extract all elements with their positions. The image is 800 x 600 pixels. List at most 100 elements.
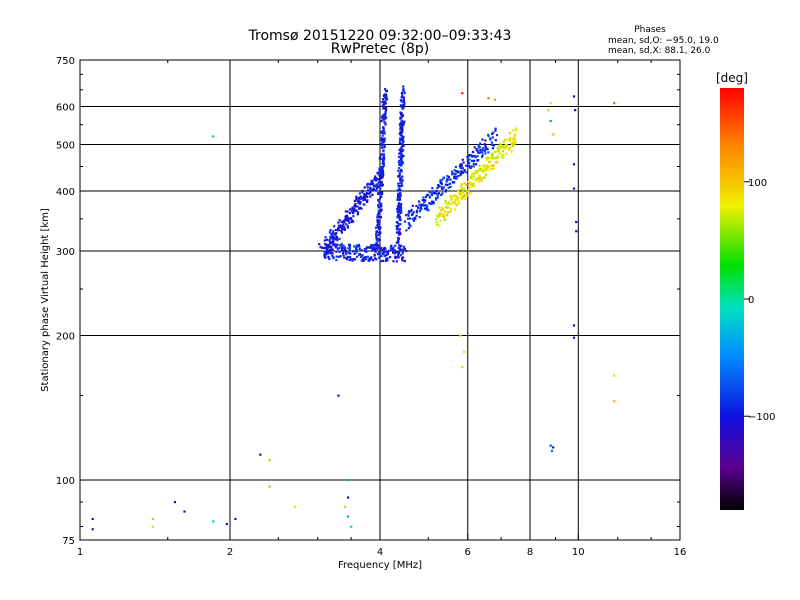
scatter-point <box>465 189 468 192</box>
scatter-point <box>333 225 336 228</box>
scatter-point <box>419 208 422 211</box>
scatter-point <box>512 143 515 146</box>
scatter-point <box>425 193 429 196</box>
scatter-point <box>400 164 403 167</box>
scatter-point <box>338 246 341 250</box>
scatter-point <box>486 166 489 169</box>
scatter-point <box>397 155 401 159</box>
scatter-point <box>379 142 383 146</box>
scatter-point <box>473 154 476 158</box>
scatter-point <box>334 233 337 236</box>
scatter-point <box>549 102 552 105</box>
scatter-point <box>459 173 463 176</box>
scatter-point <box>352 215 355 218</box>
scatter-point <box>472 165 475 168</box>
scatter-point <box>446 183 449 187</box>
scatter-point <box>449 178 452 181</box>
scatter-point <box>358 192 361 195</box>
scatter-point <box>385 89 389 92</box>
scatter-point <box>491 147 495 150</box>
scatter-point <box>396 208 399 211</box>
scatter-point <box>356 213 359 216</box>
scatter-point <box>361 189 364 193</box>
scatter-point <box>472 162 475 165</box>
scatter-point <box>358 253 362 256</box>
scatter-point <box>475 163 478 166</box>
scatter-point <box>384 250 388 254</box>
scatter-point <box>329 250 332 253</box>
scatter-point <box>373 257 377 260</box>
scatter-point <box>439 179 442 182</box>
scatter-point <box>323 246 326 249</box>
scatter-point <box>439 181 442 184</box>
scatter-point <box>471 150 475 154</box>
scatter-point <box>431 187 434 190</box>
scatter-point <box>407 214 410 217</box>
scatter-point <box>342 227 345 231</box>
scatter-point <box>430 192 433 195</box>
scatter-point <box>363 195 366 198</box>
scatter-point <box>476 170 480 173</box>
scatter-point <box>447 175 451 179</box>
scatter-point <box>377 173 380 176</box>
scatter-point <box>341 246 344 250</box>
scatter-point <box>397 160 400 164</box>
scatter-point <box>457 200 460 203</box>
scatter-point <box>378 232 381 235</box>
scatter-point <box>416 209 419 212</box>
scatter-point <box>346 255 349 259</box>
scatter-point <box>419 205 423 209</box>
scatter-point <box>344 248 347 251</box>
scatter-point <box>489 138 492 141</box>
scatter-point <box>466 155 469 159</box>
scatter-point <box>347 216 350 219</box>
scatter-point <box>399 182 402 185</box>
scatter-point <box>349 208 352 211</box>
scatter-point <box>398 197 401 200</box>
scatter-point <box>354 202 357 206</box>
scatter-point <box>401 142 404 145</box>
scatter-point <box>347 251 350 254</box>
scatter-point <box>396 228 399 231</box>
scatter-point <box>478 146 482 149</box>
scatter-point <box>459 184 463 188</box>
scatter-point <box>384 102 387 105</box>
scatter-point <box>432 192 436 195</box>
scatter-point <box>351 207 354 210</box>
scatter-point <box>511 137 515 140</box>
scatter-point <box>344 223 348 226</box>
scatter-point <box>437 215 440 219</box>
scatter-point <box>449 210 452 213</box>
scatter-point <box>398 141 402 145</box>
scatter-point <box>438 185 441 188</box>
scatter-point <box>439 209 443 212</box>
scatter-point <box>370 256 373 259</box>
scatter-point <box>378 246 381 249</box>
scatter-point <box>400 159 403 162</box>
scatter-point <box>349 252 352 255</box>
scatter-point <box>411 213 414 216</box>
scatter-point <box>397 175 400 178</box>
scatter-point <box>575 230 578 233</box>
scatter-point <box>379 203 383 207</box>
scatter-point <box>458 164 462 167</box>
scatter-point <box>385 253 388 257</box>
scatter-point <box>461 365 464 369</box>
scatter-point <box>382 128 385 131</box>
scatter-point <box>173 500 177 504</box>
scatter-point <box>490 167 493 171</box>
scatter-point <box>468 186 472 189</box>
scatter-point <box>399 232 402 235</box>
scatter-point <box>453 208 456 211</box>
y-tick-label: 300 <box>56 247 75 258</box>
scatter-point <box>377 222 380 225</box>
scatter-point <box>395 260 398 263</box>
scatter-point <box>361 191 364 194</box>
scatter-point <box>491 143 494 146</box>
scatter-point <box>399 99 402 102</box>
scatter-point <box>398 208 401 211</box>
scatter-point <box>336 247 339 250</box>
scatter-point <box>376 240 379 243</box>
scatter-point <box>402 99 406 102</box>
scatter-point <box>397 256 400 259</box>
